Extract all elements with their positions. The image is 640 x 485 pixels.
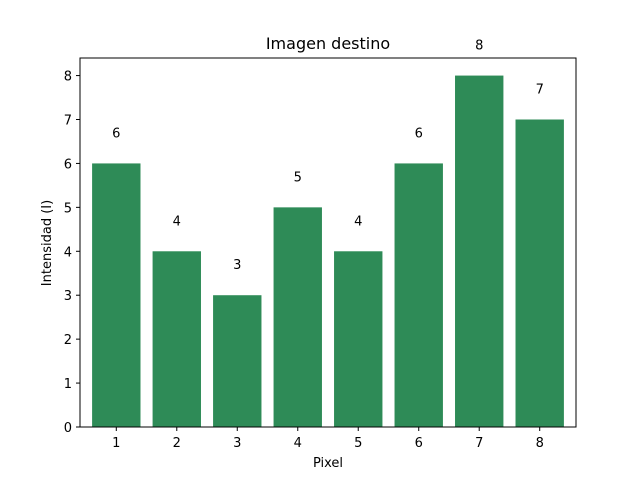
x-tick-label-1: 1 [112,436,120,451]
bar-1 [92,163,141,427]
plot-frame [79,57,577,428]
bar-5 [334,251,383,427]
x-tick-label-3: 3 [233,436,241,451]
bar-2 [152,251,201,427]
x-tick-label-4: 4 [294,436,302,451]
y-tick-label-0: 0 [64,421,72,436]
y-tick-label-8: 8 [64,70,72,85]
chart-title: Imagen destino [266,34,390,53]
data-label-2: 4 [173,214,181,229]
bar-6 [394,163,443,427]
data-label-6: 6 [415,126,423,141]
y-tick-label-3: 3 [64,289,72,304]
y-tick-label-7: 7 [64,114,72,129]
bar-4 [273,207,322,427]
x-tick-label-6: 6 [415,436,423,451]
bar-7 [455,75,504,428]
y-tick-label-4: 4 [64,245,72,260]
data-label-4: 5 [294,170,302,185]
x-tick-label-7: 7 [475,436,483,451]
data-label-7: 8 [475,39,483,54]
y-tick-label-2: 2 [64,333,72,348]
x-tick-label-2: 2 [173,436,181,451]
data-label-5: 4 [354,214,362,229]
bar-3 [213,295,262,427]
data-label-3: 3 [233,258,241,273]
data-label-1: 6 [112,126,120,141]
y-tick-label-6: 6 [64,157,72,172]
y-tick-label-1: 1 [64,377,72,392]
y-axis-label: Intensidad (I) [40,200,55,286]
y-tick-label-5: 5 [64,201,72,216]
plot-area: 6 4 3 5 4 6 8 7 1 2 3 4 5 6 7 8 0 1 2 3 4 5 6 7 8 [64,39,577,451]
x-tick-label-8: 8 [536,436,544,451]
bar-8 [515,119,564,427]
data-label-8: 7 [536,83,544,98]
x-axis-label: Pixel [313,456,343,471]
x-tick-label-5: 5 [354,436,362,451]
